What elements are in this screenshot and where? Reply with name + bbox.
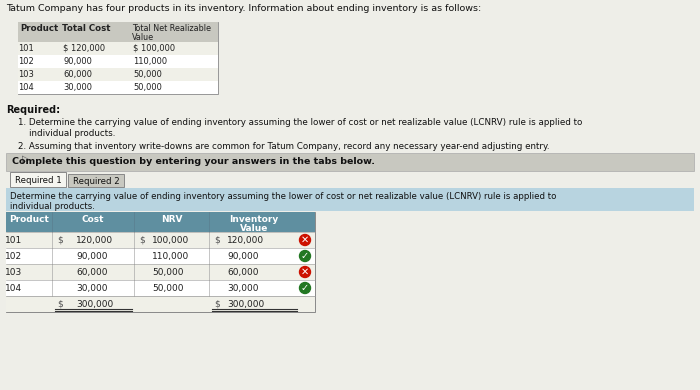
Text: 2. Assuming that inventory write-downs are common for Tatum Company, record any : 2. Assuming that inventory write-downs a… [18, 142, 550, 151]
Text: 300,000: 300,000 [76, 300, 113, 309]
Text: Total Net Realizable: Total Net Realizable [132, 24, 211, 33]
Text: Required 1: Required 1 [15, 176, 62, 185]
Text: 30,000: 30,000 [76, 284, 108, 293]
Text: Value: Value [132, 33, 154, 42]
Circle shape [300, 234, 311, 245]
Text: individual products.: individual products. [18, 129, 116, 138]
Text: 103: 103 [6, 268, 22, 277]
Text: NRV: NRV [161, 215, 182, 224]
Text: ✕: ✕ [301, 235, 309, 245]
FancyBboxPatch shape [10, 172, 66, 187]
FancyBboxPatch shape [6, 188, 694, 211]
Text: $: $ [214, 300, 220, 309]
Text: 50,000: 50,000 [133, 83, 162, 92]
FancyBboxPatch shape [6, 153, 694, 171]
Text: 104: 104 [6, 284, 22, 293]
FancyBboxPatch shape [18, 68, 218, 81]
Text: $: $ [57, 236, 63, 245]
Text: 30,000: 30,000 [63, 83, 92, 92]
Text: Complete this question by entering your answers in the tabs below.: Complete this question by entering your … [12, 157, 375, 166]
FancyBboxPatch shape [18, 22, 218, 42]
Text: 50,000: 50,000 [152, 284, 183, 293]
Text: 102: 102 [18, 57, 34, 66]
Text: 101: 101 [6, 236, 22, 245]
Text: ▷: ▷ [22, 154, 29, 164]
Text: 104: 104 [18, 83, 34, 92]
Text: 60,000: 60,000 [63, 70, 92, 79]
FancyBboxPatch shape [6, 232, 315, 248]
Text: Tatum Company has four products in its inventory. Information about ending inven: Tatum Company has four products in its i… [6, 4, 482, 13]
FancyBboxPatch shape [18, 42, 218, 55]
Text: 50,000: 50,000 [133, 70, 162, 79]
Circle shape [300, 266, 311, 278]
Text: 60,000: 60,000 [76, 268, 108, 277]
Text: Required 2: Required 2 [73, 177, 120, 186]
FancyBboxPatch shape [18, 81, 218, 94]
Text: Value: Value [240, 224, 268, 233]
Text: ✕: ✕ [301, 267, 309, 277]
Text: 30,000: 30,000 [227, 284, 258, 293]
Text: ✓: ✓ [301, 283, 309, 293]
Text: 50,000: 50,000 [152, 268, 183, 277]
Text: individual products.: individual products. [10, 202, 95, 211]
Text: Inventory: Inventory [230, 215, 279, 224]
Text: 90,000: 90,000 [227, 252, 258, 261]
Text: $: $ [139, 236, 145, 245]
Text: 90,000: 90,000 [63, 57, 92, 66]
Text: Product: Product [9, 215, 49, 224]
FancyBboxPatch shape [6, 212, 315, 232]
Text: Cost: Cost [82, 215, 104, 224]
Text: 120,000: 120,000 [227, 236, 264, 245]
FancyBboxPatch shape [6, 296, 315, 312]
FancyBboxPatch shape [68, 174, 124, 187]
Text: 120,000: 120,000 [76, 236, 113, 245]
Text: 300,000: 300,000 [227, 300, 265, 309]
Text: $: $ [57, 300, 63, 309]
Text: $ 100,000: $ 100,000 [133, 44, 175, 53]
Text: ✓: ✓ [301, 251, 309, 261]
Text: 1. Determine the carrying value of ending inventory assuming the lower of cost o: 1. Determine the carrying value of endin… [18, 118, 582, 127]
Text: Product: Product [20, 24, 58, 33]
Circle shape [300, 282, 311, 294]
Text: Determine the carrying value of ending inventory assuming the lower of cost or n: Determine the carrying value of ending i… [10, 192, 556, 201]
FancyBboxPatch shape [18, 55, 218, 68]
Text: 103: 103 [18, 70, 34, 79]
FancyBboxPatch shape [6, 212, 315, 312]
Text: 60,000: 60,000 [227, 268, 258, 277]
Text: Total Cost: Total Cost [62, 24, 111, 33]
Text: Required:: Required: [6, 105, 60, 115]
Text: 110,000: 110,000 [133, 57, 167, 66]
Text: 102: 102 [6, 252, 22, 261]
Text: 100,000: 100,000 [152, 236, 189, 245]
FancyBboxPatch shape [6, 264, 315, 280]
Text: $: $ [214, 236, 220, 245]
Text: 101: 101 [18, 44, 34, 53]
Text: 110,000: 110,000 [152, 252, 189, 261]
FancyBboxPatch shape [6, 248, 315, 264]
FancyBboxPatch shape [6, 280, 315, 296]
Text: 90,000: 90,000 [76, 252, 108, 261]
Text: $ 120,000: $ 120,000 [63, 44, 105, 53]
Circle shape [300, 250, 311, 262]
FancyBboxPatch shape [18, 22, 218, 94]
